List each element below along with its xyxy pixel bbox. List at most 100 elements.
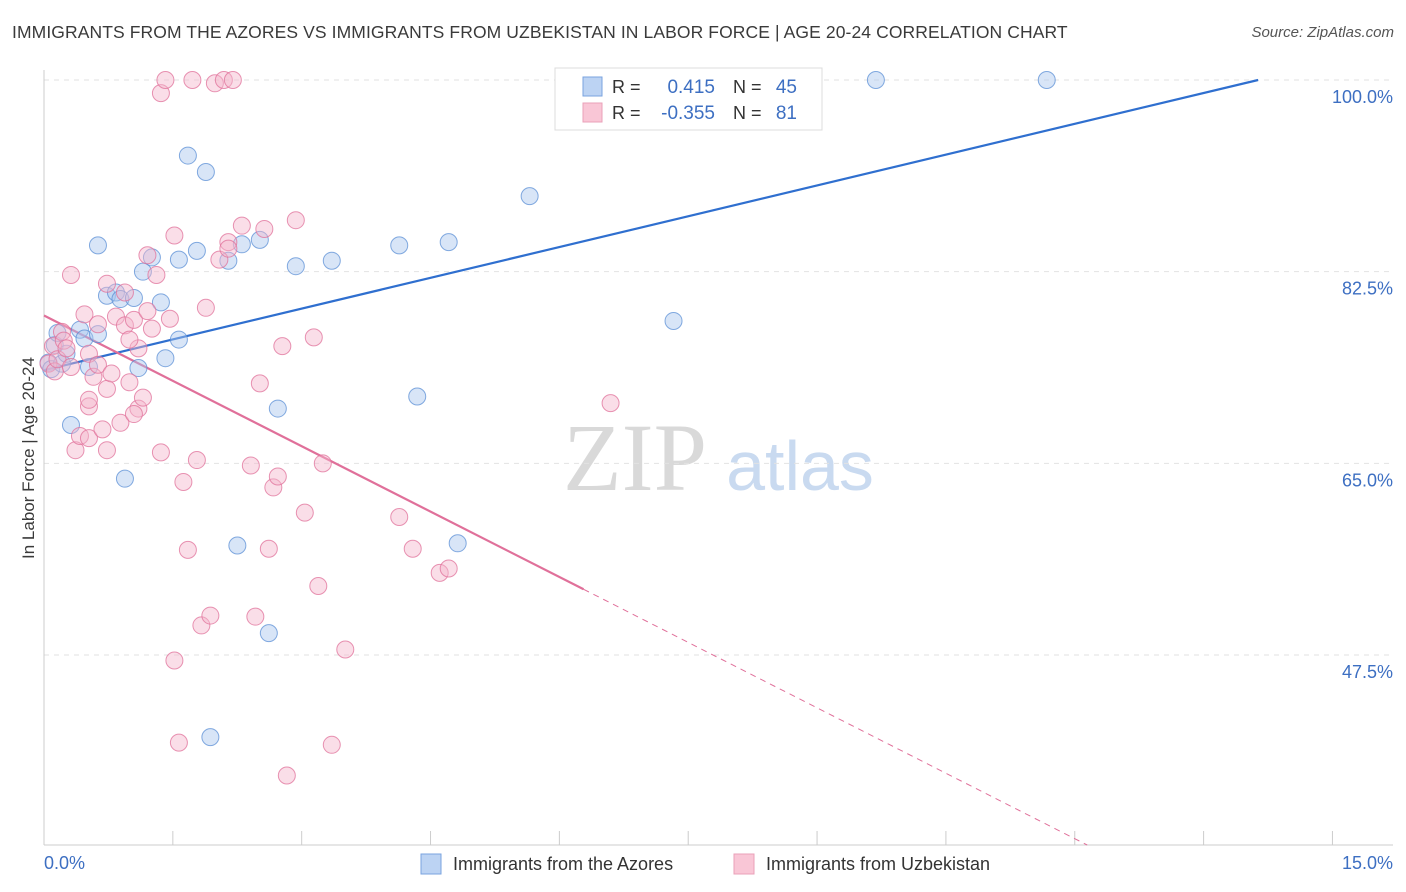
- point-azores: [88, 325, 107, 344]
- point-azores: [196, 163, 215, 181]
- stats-legend-swatch-pink: [582, 102, 603, 123]
- point-uzbekistan: [219, 239, 238, 258]
- point-uzbekistan: [259, 539, 278, 558]
- legend-swatch-uzbekistan: [733, 853, 755, 875]
- point-uzbekistan: [111, 413, 130, 432]
- point-uzbekistan: [268, 467, 287, 486]
- point-uzbekistan: [88, 315, 107, 334]
- point-azores: [250, 230, 269, 249]
- stats-n-label-2: N =: [733, 103, 762, 123]
- stats-r-label-1: R =: [612, 77, 641, 97]
- point-uzbekistan: [304, 328, 323, 347]
- point-uzbekistan: [219, 233, 238, 252]
- point-uzbekistan: [75, 305, 94, 324]
- point-azores: [133, 262, 152, 281]
- stats-r-value-1: 0.415: [667, 77, 715, 98]
- point-uzbekistan: [79, 429, 98, 448]
- point-uzbekistan: [295, 503, 314, 522]
- point-azores: [439, 233, 458, 252]
- point-uzbekistan: [120, 330, 139, 349]
- point-uzbekistan: [241, 456, 260, 475]
- point-azores: [408, 387, 427, 406]
- point-uzbekistan: [84, 367, 103, 386]
- point-uzbekistan: [322, 735, 341, 754]
- watermark-zip: ZIP: [563, 404, 707, 511]
- point-uzbekistan: [223, 71, 242, 89]
- point-uzbekistan: [273, 337, 292, 356]
- point-uzbekistan: [601, 394, 620, 413]
- point-azores: [151, 293, 170, 312]
- legend-label-uzbekistan: Immigrants from Uzbekistan: [766, 854, 990, 874]
- point-uzbekistan: [250, 374, 269, 393]
- point-azores: [232, 235, 251, 254]
- point-uzbekistan: [61, 357, 80, 376]
- point-uzbekistan: [286, 211, 305, 230]
- point-uzbekistan: [138, 246, 157, 265]
- x-tick-label-max: 15.0%: [1342, 853, 1393, 873]
- point-uzbekistan: [147, 265, 166, 284]
- point-uzbekistan: [138, 302, 157, 321]
- point-azores: [169, 250, 188, 269]
- stats-n-value-2: 81: [776, 103, 797, 124]
- watermark-atlas: atlas: [726, 427, 874, 505]
- point-azores: [228, 536, 247, 555]
- point-uzbekistan: [124, 310, 143, 329]
- point-azores: [664, 311, 683, 330]
- point-uzbekistan: [124, 405, 143, 424]
- chart-title: IMMIGRANTS FROM THE AZORES VS IMMIGRANTS…: [12, 22, 1068, 42]
- point-uzbekistan: [88, 355, 107, 374]
- point-azores: [178, 146, 197, 165]
- point-uzbekistan: [151, 443, 170, 462]
- data-points: [39, 71, 1056, 785]
- point-uzbekistan: [196, 298, 215, 317]
- point-uzbekistan: [39, 354, 58, 373]
- point-uzbekistan: [336, 640, 355, 659]
- point-uzbekistan: [79, 390, 98, 409]
- source-label: Source: ZipAtlas.com: [1251, 24, 1394, 41]
- point-uzbekistan: [313, 454, 332, 473]
- point-uzbekistan: [79, 397, 98, 416]
- point-uzbekistan: [169, 733, 188, 752]
- point-azores: [1037, 71, 1056, 89]
- point-uzbekistan: [97, 274, 116, 293]
- point-azores: [156, 349, 175, 368]
- trend-line-uzbekistan-extension: [583, 588, 1088, 846]
- point-azores: [866, 71, 885, 89]
- point-uzbekistan: [309, 577, 328, 595]
- y-tick-label: 100.0%: [1332, 87, 1393, 107]
- series-legend: Immigrants from the Azores Immigrants fr…: [420, 853, 990, 875]
- point-uzbekistan: [390, 508, 409, 526]
- legend-swatch-azores: [420, 853, 442, 875]
- point-azores: [88, 236, 107, 255]
- y-tick-label: 82.5%: [1342, 279, 1393, 299]
- point-azores: [448, 534, 467, 553]
- point-uzbekistan: [232, 216, 251, 235]
- point-uzbekistan: [430, 563, 449, 582]
- point-uzbekistan: [183, 71, 202, 89]
- point-azores: [259, 624, 278, 643]
- trend-line-azores: [43, 78, 1259, 372]
- point-azores: [79, 357, 98, 376]
- y-tick-label: 65.0%: [1342, 470, 1393, 490]
- stats-r-label-2: R =: [612, 103, 641, 123]
- point-azores: [115, 469, 134, 488]
- point-azores: [169, 330, 188, 349]
- point-azores: [520, 187, 539, 206]
- stats-r-value-2: -0.355: [661, 103, 715, 124]
- point-uzbekistan: [255, 219, 274, 238]
- point-uzbekistan: [66, 441, 85, 460]
- point-uzbekistan: [102, 364, 121, 383]
- legend-label-azores: Immigrants from the Azores: [453, 854, 673, 874]
- point-azores: [390, 236, 409, 255]
- x-tick-label-min: 0.0%: [44, 853, 85, 873]
- y-axis-label: In Labor Force | Age 20-24: [19, 357, 38, 559]
- point-uzbekistan: [178, 540, 197, 559]
- point-uzbekistan: [97, 441, 116, 460]
- point-uzbekistan: [439, 559, 458, 578]
- point-uzbekistan: [165, 651, 184, 670]
- point-uzbekistan: [156, 71, 175, 89]
- point-azores: [187, 241, 206, 260]
- point-azores: [129, 359, 148, 378]
- point-azores: [322, 251, 341, 270]
